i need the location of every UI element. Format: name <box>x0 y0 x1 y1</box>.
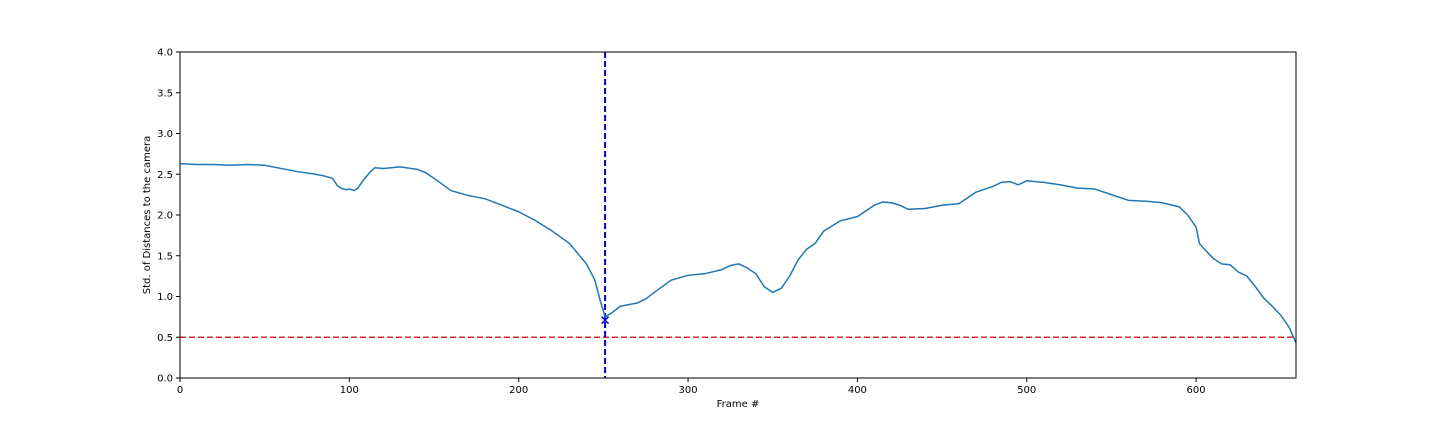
x-tick-label: 200 <box>509 385 528 396</box>
series-layer <box>179 162 1297 344</box>
x-tick-label: 100 <box>340 385 359 396</box>
y-tick-label: 3.0 <box>157 129 173 140</box>
y-tick-label: 4.0 <box>157 48 173 59</box>
x-axis-label: Frame # <box>717 399 760 410</box>
minimum-marker <box>601 316 610 325</box>
series-line <box>179 162 1297 344</box>
x-tick-label: 300 <box>678 385 697 396</box>
y-tick-label: 3.5 <box>157 88 173 99</box>
x-axis: 0 100 200 300 400 500 600 <box>177 378 1206 396</box>
y-tick-label: 0.5 <box>157 333 173 344</box>
y-tick-label: 1.5 <box>157 251 173 262</box>
x-tick-label: 600 <box>1187 385 1206 396</box>
y-tick-label: 1.0 <box>157 292 173 303</box>
reference-lines <box>180 52 1296 378</box>
y-tick-label: 0.0 <box>157 374 173 385</box>
y-axis-label: Std. of Distances to the camera <box>142 136 153 294</box>
y-tick-label: 2.5 <box>157 170 173 181</box>
x-tick-label: 500 <box>1017 385 1036 396</box>
x-tick-label: 0 <box>177 385 183 396</box>
y-tick-label: 2.0 <box>157 211 173 222</box>
y-axis: 0.0 0.5 1.0 1.5 2.0 2.5 3.0 3.5 4.0 <box>157 48 180 385</box>
plot-area <box>180 52 1296 378</box>
x-tick-label: 400 <box>848 385 867 396</box>
marker-layer <box>601 316 610 325</box>
